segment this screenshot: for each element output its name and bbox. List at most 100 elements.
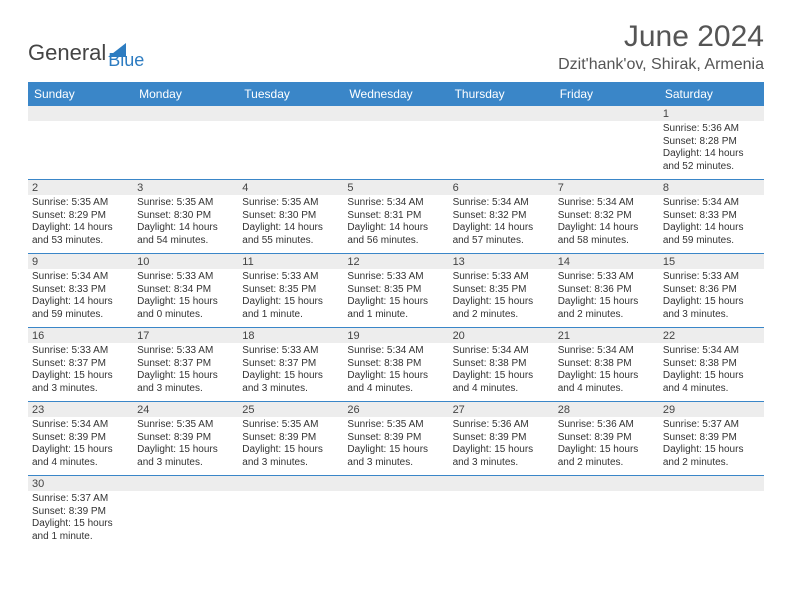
logo: General Blue — [28, 34, 144, 71]
sunrise-text: Sunrise: 5:33 AM — [347, 271, 444, 284]
sunrise-text: Sunrise: 5:33 AM — [242, 345, 339, 358]
daylight-text: Daylight: 15 hours and 3 minutes. — [137, 370, 234, 395]
day-cell: Sunrise: 5:34 AMSunset: 8:33 PMDaylight:… — [659, 195, 764, 254]
day-cell: Sunrise: 5:34 AMSunset: 8:38 PMDaylight:… — [659, 343, 764, 402]
day-cell: Sunrise: 5:34 AMSunset: 8:38 PMDaylight:… — [449, 343, 554, 402]
empty-day-number — [343, 106, 448, 121]
day-number: 15 — [659, 254, 764, 270]
daylight-text: Daylight: 15 hours and 2 minutes. — [453, 296, 550, 321]
day-cell: Sunrise: 5:33 AMSunset: 8:37 PMDaylight:… — [238, 343, 343, 402]
sunset-text: Sunset: 8:37 PM — [137, 358, 234, 371]
sunrise-text: Sunrise: 5:35 AM — [32, 197, 129, 210]
empty-cell — [238, 491, 343, 549]
calendar-table: SundayMondayTuesdayWednesdayThursdayFrid… — [28, 82, 764, 549]
sunset-text: Sunset: 8:29 PM — [32, 210, 129, 223]
daylight-text: Daylight: 14 hours and 56 minutes. — [347, 222, 444, 247]
daylight-text: Daylight: 14 hours and 57 minutes. — [453, 222, 550, 247]
day-cell: Sunrise: 5:36 AMSunset: 8:39 PMDaylight:… — [449, 417, 554, 476]
day-number: 4 — [238, 180, 343, 196]
daylight-text: Daylight: 15 hours and 3 minutes. — [663, 296, 760, 321]
daylight-text: Daylight: 15 hours and 1 minute. — [347, 296, 444, 321]
sunrise-text: Sunrise: 5:34 AM — [558, 197, 655, 210]
sunrise-text: Sunrise: 5:34 AM — [663, 345, 760, 358]
day-number: 7 — [554, 180, 659, 196]
daylight-text: Daylight: 15 hours and 3 minutes. — [347, 444, 444, 469]
day-number: 30 — [28, 476, 133, 492]
empty-cell — [133, 121, 238, 180]
empty-day-number — [449, 476, 554, 492]
day-number: 22 — [659, 328, 764, 344]
daylight-text: Daylight: 14 hours and 59 minutes. — [32, 296, 129, 321]
sunset-text: Sunset: 8:38 PM — [453, 358, 550, 371]
sunset-text: Sunset: 8:30 PM — [137, 210, 234, 223]
sunrise-text: Sunrise: 5:34 AM — [663, 197, 760, 210]
empty-day-number — [554, 106, 659, 121]
sunset-text: Sunset: 8:34 PM — [137, 284, 234, 297]
day-cell: Sunrise: 5:33 AMSunset: 8:35 PMDaylight:… — [449, 269, 554, 328]
day-cell: Sunrise: 5:33 AMSunset: 8:36 PMDaylight:… — [659, 269, 764, 328]
day-cell: Sunrise: 5:35 AMSunset: 8:39 PMDaylight:… — [133, 417, 238, 476]
location: Dzit'hank'ov, Shirak, Armenia — [558, 56, 764, 74]
sunrise-text: Sunrise: 5:35 AM — [137, 197, 234, 210]
sunrise-text: Sunrise: 5:33 AM — [32, 345, 129, 358]
daylight-text: Daylight: 15 hours and 2 minutes. — [558, 444, 655, 469]
sunset-text: Sunset: 8:37 PM — [32, 358, 129, 371]
sunrise-text: Sunrise: 5:33 AM — [663, 271, 760, 284]
day-cell: Sunrise: 5:34 AMSunset: 8:39 PMDaylight:… — [28, 417, 133, 476]
daylight-text: Daylight: 15 hours and 1 minute. — [242, 296, 339, 321]
day-cell: Sunrise: 5:36 AMSunset: 8:39 PMDaylight:… — [554, 417, 659, 476]
empty-day-number — [133, 476, 238, 492]
daylight-text: Daylight: 15 hours and 4 minutes. — [453, 370, 550, 395]
empty-cell — [659, 491, 764, 549]
daylight-text: Daylight: 14 hours and 58 minutes. — [558, 222, 655, 247]
day-number: 14 — [554, 254, 659, 270]
sunset-text: Sunset: 8:39 PM — [137, 432, 234, 445]
day-number: 8 — [659, 180, 764, 196]
sunset-text: Sunset: 8:35 PM — [347, 284, 444, 297]
day-cell: Sunrise: 5:34 AMSunset: 8:38 PMDaylight:… — [554, 343, 659, 402]
daylight-text: Daylight: 15 hours and 4 minutes. — [32, 444, 129, 469]
sunrise-text: Sunrise: 5:35 AM — [242, 197, 339, 210]
day-cell: Sunrise: 5:34 AMSunset: 8:31 PMDaylight:… — [343, 195, 448, 254]
daylight-text: Daylight: 15 hours and 2 minutes. — [558, 296, 655, 321]
sunrise-text: Sunrise: 5:37 AM — [663, 419, 760, 432]
daylight-text: Daylight: 14 hours and 52 minutes. — [663, 148, 760, 173]
sunrise-text: Sunrise: 5:33 AM — [137, 345, 234, 358]
daylight-text: Daylight: 15 hours and 4 minutes. — [558, 370, 655, 395]
sunset-text: Sunset: 8:39 PM — [663, 432, 760, 445]
day-number: 24 — [133, 402, 238, 418]
empty-cell — [343, 491, 448, 549]
sunset-text: Sunset: 8:36 PM — [663, 284, 760, 297]
empty-cell — [238, 121, 343, 180]
logo-text-general: General — [28, 40, 106, 66]
sunset-text: Sunset: 8:38 PM — [347, 358, 444, 371]
sunrise-text: Sunrise: 5:34 AM — [558, 345, 655, 358]
empty-day-number — [554, 476, 659, 492]
daylight-text: Daylight: 14 hours and 59 minutes. — [663, 222, 760, 247]
sunset-text: Sunset: 8:32 PM — [453, 210, 550, 223]
empty-cell — [449, 491, 554, 549]
day-cell: Sunrise: 5:33 AMSunset: 8:37 PMDaylight:… — [28, 343, 133, 402]
day-header: Friday — [554, 82, 659, 106]
sunrise-text: Sunrise: 5:35 AM — [137, 419, 234, 432]
day-header: Sunday — [28, 82, 133, 106]
empty-day-number — [28, 106, 133, 121]
daylight-text: Daylight: 15 hours and 1 minute. — [32, 518, 129, 543]
day-number: 10 — [133, 254, 238, 270]
sunrise-text: Sunrise: 5:37 AM — [32, 493, 129, 506]
sunset-text: Sunset: 8:39 PM — [347, 432, 444, 445]
sunset-text: Sunset: 8:39 PM — [32, 432, 129, 445]
sunset-text: Sunset: 8:35 PM — [242, 284, 339, 297]
empty-day-number — [238, 106, 343, 121]
day-number: 19 — [343, 328, 448, 344]
empty-day-number — [343, 476, 448, 492]
daylight-text: Daylight: 15 hours and 0 minutes. — [137, 296, 234, 321]
day-cell: Sunrise: 5:35 AMSunset: 8:39 PMDaylight:… — [343, 417, 448, 476]
day-number: 13 — [449, 254, 554, 270]
sunrise-text: Sunrise: 5:33 AM — [242, 271, 339, 284]
day-number: 25 — [238, 402, 343, 418]
day-number: 12 — [343, 254, 448, 270]
day-cell: Sunrise: 5:34 AMSunset: 8:32 PMDaylight:… — [554, 195, 659, 254]
sunrise-text: Sunrise: 5:34 AM — [347, 345, 444, 358]
sunset-text: Sunset: 8:39 PM — [32, 506, 129, 519]
